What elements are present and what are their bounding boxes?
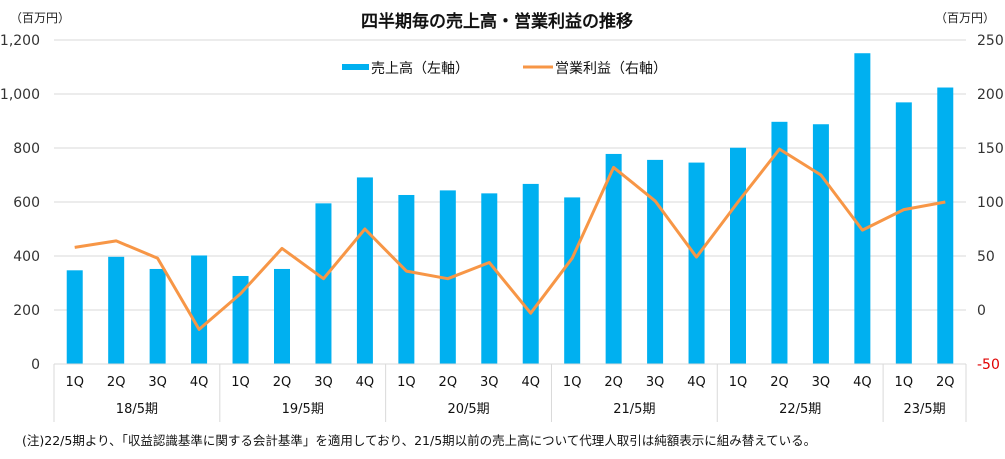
quarter-label: 2Q xyxy=(604,375,623,390)
sales-bar xyxy=(108,256,125,364)
legend: 売上高（左軸） 営業利益（右軸） xyxy=(342,60,667,77)
legend-label-sales: 売上高（左軸） xyxy=(371,60,469,77)
quarter-label: 1Q xyxy=(563,375,582,390)
fiscal-year-label: 21/5期 xyxy=(613,402,655,417)
fiscal-year-label: 18/5期 xyxy=(116,402,158,417)
sales-bar xyxy=(688,162,705,364)
left-tick-label: 800 xyxy=(13,141,40,157)
left-tick-label: 600 xyxy=(13,195,40,211)
sales-bar xyxy=(191,255,208,364)
gridlines xyxy=(54,39,966,311)
operating-income-line xyxy=(74,147,946,331)
quarter-label: 1Q xyxy=(729,375,748,390)
quarter-label: 2Q xyxy=(439,375,458,390)
right-axis-unit: （百万円） xyxy=(935,11,995,25)
quarter-label: 2Q xyxy=(273,375,292,390)
right-tick-label: 150 xyxy=(977,141,1004,157)
fiscal-year-label: 20/5期 xyxy=(447,402,489,417)
fiscal-year-label: 23/5期 xyxy=(903,402,945,417)
right-tick-label: 200 xyxy=(977,87,1004,103)
sales-bar xyxy=(895,102,912,365)
sales-bar xyxy=(647,159,664,364)
footnote: (注)22/5期より、「収益認識基準に関する会計基準」を適用しており、21/5期… xyxy=(22,433,817,448)
sales-bar xyxy=(564,197,581,364)
quarter-label: 1Q xyxy=(397,375,416,390)
right-tick-label: 100 xyxy=(977,195,1004,211)
left-tick-label: 400 xyxy=(13,249,40,265)
legend-label-operating-income: 営業利益（右軸） xyxy=(555,61,667,77)
left-axis-ticks: 0 200 400 600 800 1,000 1,200 xyxy=(0,33,40,373)
sales-bar xyxy=(398,194,415,364)
left-tick-label: 0 xyxy=(31,357,40,373)
quarter-label: 3Q xyxy=(646,375,665,390)
quarter-label: 2Q xyxy=(936,375,955,390)
sales-bar xyxy=(315,203,332,364)
quarter-label: 1Q xyxy=(65,375,84,390)
quarter-label: 4Q xyxy=(687,375,706,390)
quarter-label: 4Q xyxy=(356,375,375,390)
quarter-label: 4Q xyxy=(521,375,540,390)
quarter-label: 3Q xyxy=(812,375,831,390)
quarter-label: 2Q xyxy=(770,375,789,390)
left-tick-label: 200 xyxy=(13,303,40,319)
left-tick-label: 1,200 xyxy=(0,33,40,49)
chart-title: 四半期毎の売上高・営業利益の推移 xyxy=(361,11,633,32)
quarter-label: 4Q xyxy=(853,375,872,390)
sales-bar xyxy=(356,177,373,364)
fiscal-year-label: 22/5期 xyxy=(779,402,821,417)
left-tick-label: 1,000 xyxy=(0,87,40,103)
left-axis-unit: （百万円） xyxy=(10,11,70,25)
quarter-label: 3Q xyxy=(148,375,167,390)
legend-swatch-sales xyxy=(342,64,369,70)
sales-bar xyxy=(854,53,871,364)
sales-bar xyxy=(66,270,83,364)
sales-bar xyxy=(605,153,622,364)
sales-bar xyxy=(771,121,788,364)
sales-bar xyxy=(481,193,498,364)
category-axis: 1Q 2Q 3Q 4Q 1Q 2Q 3Q 4Q 1Q 2Q 3Q 4Q 1Q 2Q 3Q 4Q 1Q 2Q 3Q 4Q… xyxy=(53,363,967,422)
right-tick-label: -50 xyxy=(977,357,1000,373)
fiscal-year-label: 19/5期 xyxy=(282,402,324,417)
sales-bar xyxy=(149,268,166,364)
quarter-label: 3Q xyxy=(480,375,499,390)
quarter-label: 1Q xyxy=(895,375,914,390)
quarter-label: 1Q xyxy=(231,375,250,390)
sales-bars xyxy=(66,53,954,365)
right-tick-label: 50 xyxy=(977,249,995,265)
sales-bar xyxy=(937,87,954,365)
right-axis-ticks: -50 0 50 100 150 200 250 xyxy=(977,33,1004,373)
quarter-label: 4Q xyxy=(190,375,209,390)
sales-bar xyxy=(522,183,539,364)
quarter-label: 3Q xyxy=(314,375,333,390)
quarter-label: 2Q xyxy=(107,375,126,390)
right-tick-label: 250 xyxy=(977,33,1004,49)
operating-income-polyline xyxy=(74,147,946,331)
sales-bar xyxy=(274,268,290,364)
right-tick-label: 0 xyxy=(977,303,986,319)
sales-bar xyxy=(730,147,746,364)
sales-bar xyxy=(812,124,829,365)
